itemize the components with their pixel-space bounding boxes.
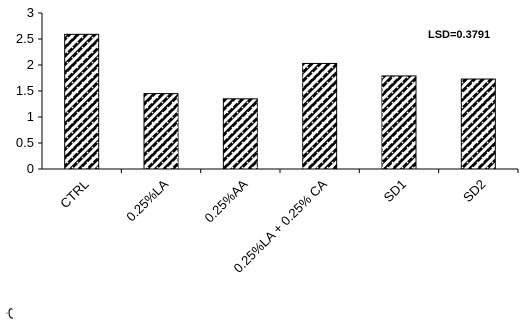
y-tick-label: 0.5 <box>16 135 34 150</box>
x-category-label: CTRL <box>57 177 92 212</box>
bar-dots <box>223 98 258 169</box>
y-tick-label: 1.5 <box>16 83 34 98</box>
x-category-label: 0.25%AA <box>202 176 251 225</box>
x-category-label: SD2 <box>460 177 488 205</box>
y-tick-label: 3 <box>27 5 34 20</box>
y-tick-label: 2.5 <box>16 31 34 46</box>
x-category-label: 0.25%LA <box>123 176 171 224</box>
bar-dots <box>382 75 416 169</box>
bar-dots <box>461 79 496 169</box>
y-tick-label: 1 <box>27 109 34 124</box>
side-mark: ب <box>4 307 20 320</box>
bar-dots <box>64 34 99 169</box>
bar-dots <box>144 93 178 169</box>
y-tick-label: 0 <box>27 161 34 176</box>
y-tick-label: 2 <box>27 57 34 72</box>
x-category-label: SD1 <box>381 177 409 205</box>
bar-dots <box>302 63 337 169</box>
lsd-annotation: LSD=0.3791 <box>428 29 490 41</box>
